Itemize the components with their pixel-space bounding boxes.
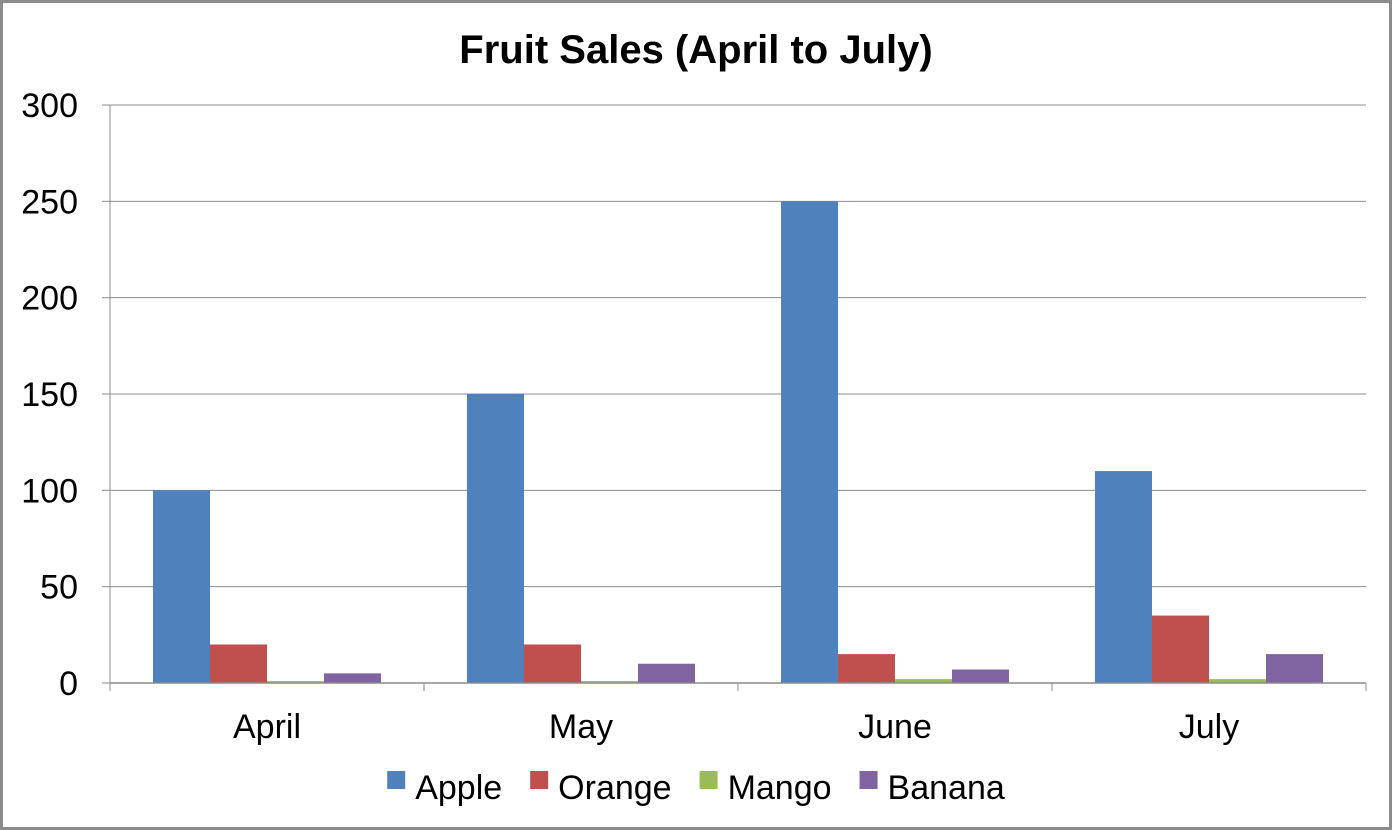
- bar-apple-april: [153, 490, 210, 683]
- bar-banana-may: [638, 663, 695, 683]
- bar-mango-may: [581, 681, 638, 683]
- bar-apple-may: [467, 394, 524, 683]
- bar-mango-july: [1209, 679, 1266, 683]
- legend-label: Mango: [728, 769, 832, 807]
- legend: Apple Orange Mango Banana: [387, 769, 1005, 807]
- legend-swatch: [530, 771, 549, 789]
- legend-item-banana: Banana: [859, 769, 1005, 807]
- legend-item-mango: Mango: [699, 769, 832, 807]
- y-tick-label: 300: [21, 87, 78, 125]
- y-tick-label: 100: [21, 472, 78, 510]
- bar-orange-may: [524, 644, 581, 683]
- bars: [153, 201, 1323, 684]
- legend-item-apple: Apple: [387, 769, 502, 807]
- legend-label: Orange: [558, 769, 671, 807]
- bar-banana-april: [324, 673, 381, 683]
- y-tick-label: 50: [40, 569, 78, 607]
- legend-item-orange: Orange: [530, 769, 672, 807]
- bar-orange-july: [1152, 615, 1209, 683]
- y-tick-label: 0: [59, 665, 78, 703]
- bar-chart: Fruit Sales (April to July) 0 50 100 150 200…: [21, 28, 1367, 807]
- x-tick-label: June: [858, 708, 932, 746]
- legend-label: Banana: [888, 769, 1005, 807]
- bar-mango-april: [267, 681, 324, 683]
- bar-orange-june: [838, 654, 895, 683]
- chart-title: Fruit Sales (April to July): [459, 28, 932, 72]
- legend-swatch: [699, 771, 718, 789]
- x-tick-label: July: [1179, 708, 1239, 746]
- bar-banana-july: [1266, 654, 1323, 683]
- x-tick-label: April: [233, 708, 301, 746]
- axes: 0 50 100 150 200 250 300 April May June July: [21, 87, 1367, 746]
- x-tick-label: May: [549, 708, 613, 746]
- legend-swatch: [387, 771, 406, 789]
- bar-apple-july: [1095, 471, 1152, 683]
- legend-swatch: [859, 771, 878, 789]
- bar-mango-june: [895, 679, 952, 683]
- y-tick-label: 150: [21, 376, 78, 414]
- bar-apple-june: [781, 201, 838, 684]
- y-tick-label: 250: [21, 183, 78, 221]
- bar-orange-april: [210, 644, 267, 683]
- bar-banana-june: [952, 669, 1009, 683]
- legend-label: Apple: [415, 769, 502, 807]
- y-tick-label: 200: [21, 280, 78, 318]
- gridlines: [110, 104, 1366, 588]
